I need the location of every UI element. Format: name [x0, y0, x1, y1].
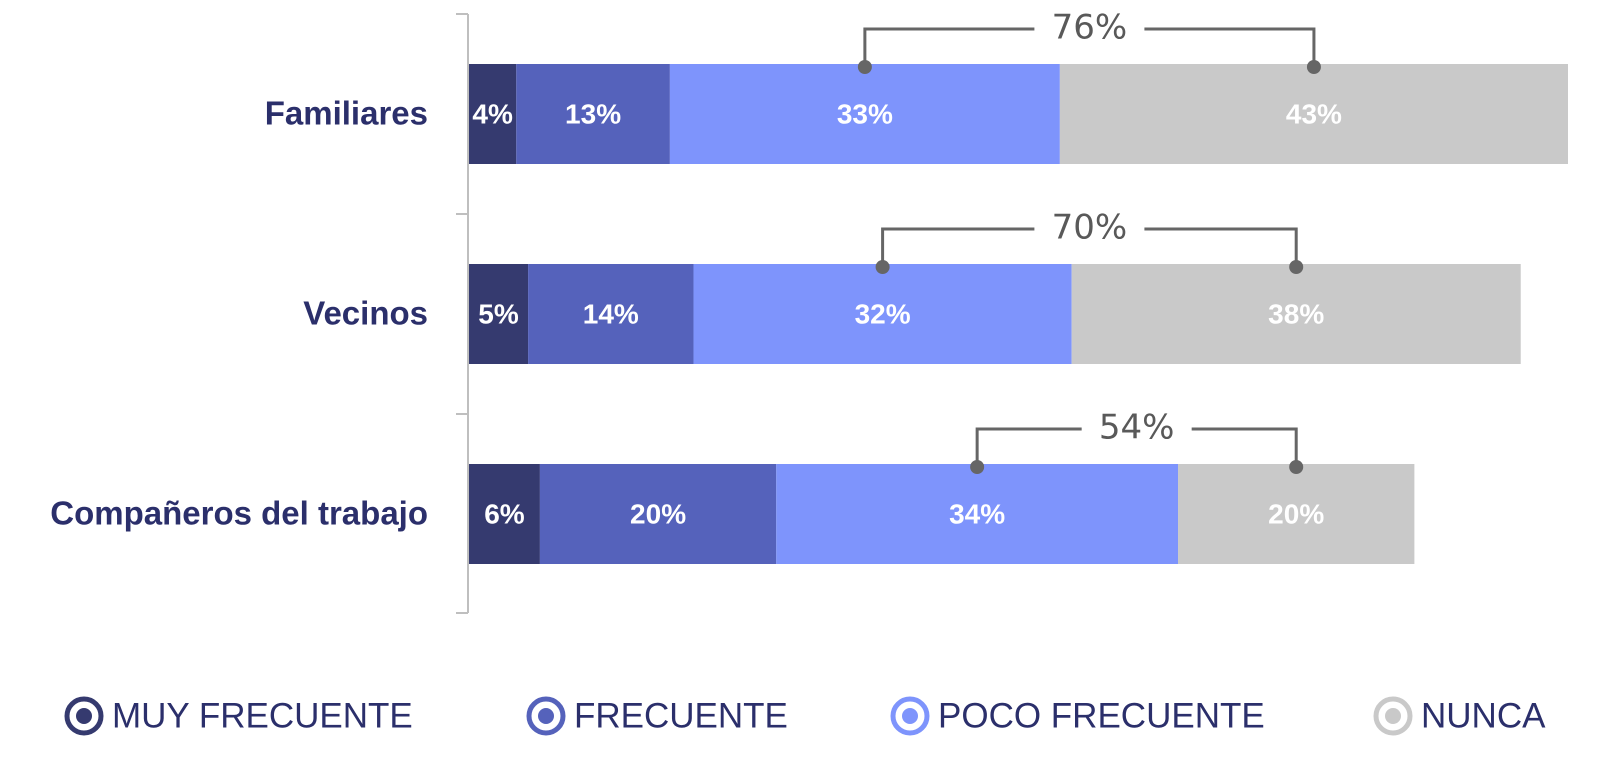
- data-label: 43%: [1286, 98, 1342, 129]
- bracket-end: [970, 460, 985, 474]
- data-label: 20%: [1268, 498, 1324, 529]
- total-bracket: [863, 27, 1316, 67]
- data-label: 38%: [1268, 298, 1324, 329]
- total-label: 54%: [1099, 408, 1175, 448]
- legend-marker: [1373, 696, 1413, 736]
- data-label: 14%: [583, 298, 639, 329]
- data-label: 34%: [949, 498, 1005, 529]
- legend-label: NUNCA: [1421, 696, 1546, 735]
- total-label: 76%: [1052, 8, 1128, 48]
- legend-label: MUY FRECUENTE: [112, 696, 413, 735]
- bracket-end: [857, 60, 872, 74]
- bar-segment: [469, 64, 517, 164]
- total-label: 70%: [1052, 208, 1128, 248]
- legend-label: FRECUENTE: [574, 696, 788, 735]
- bar-segment: [539, 464, 777, 564]
- bar-segment: [669, 64, 1060, 164]
- total-bracket: [881, 227, 1298, 267]
- bracket-end: [875, 260, 890, 274]
- data-label: 5%: [478, 298, 519, 329]
- data-label: 6%: [484, 498, 525, 529]
- legend-marker-dot: [76, 708, 92, 724]
- data-label: 32%: [855, 298, 911, 329]
- legend-label: POCO FRECUENTE: [938, 696, 1265, 735]
- legend-marker: [64, 696, 104, 736]
- bracket-end: [1306, 60, 1321, 74]
- bar-segment: [776, 464, 1179, 564]
- legend-marker: [890, 696, 930, 736]
- data-label: 13%: [565, 98, 621, 129]
- legend-marker-dot: [1385, 708, 1401, 724]
- data-label: 20%: [630, 498, 686, 529]
- bar-segment: [1178, 464, 1415, 564]
- bar-segment: [528, 264, 694, 364]
- bracket-end: [1289, 260, 1304, 274]
- bar-segment: [1059, 64, 1568, 164]
- data-label: 33%: [837, 98, 893, 129]
- bracket-end: [1289, 460, 1304, 474]
- total-bracket: [975, 427, 1298, 467]
- bar-segment: [693, 264, 1072, 364]
- legend-marker: [526, 696, 566, 736]
- data-label: 4%: [472, 98, 513, 129]
- bar-segment: [469, 264, 529, 364]
- bar-segment: [516, 64, 670, 164]
- category-label: Vecinos: [303, 295, 428, 332]
- category-label: Familiares: [265, 95, 428, 132]
- legend-marker-dot: [902, 708, 918, 724]
- category-label: Compañeros del trabajo: [50, 495, 428, 532]
- bar-segment: [1071, 264, 1521, 364]
- legend-marker-dot: [538, 708, 554, 724]
- bar-segment: [469, 464, 540, 564]
